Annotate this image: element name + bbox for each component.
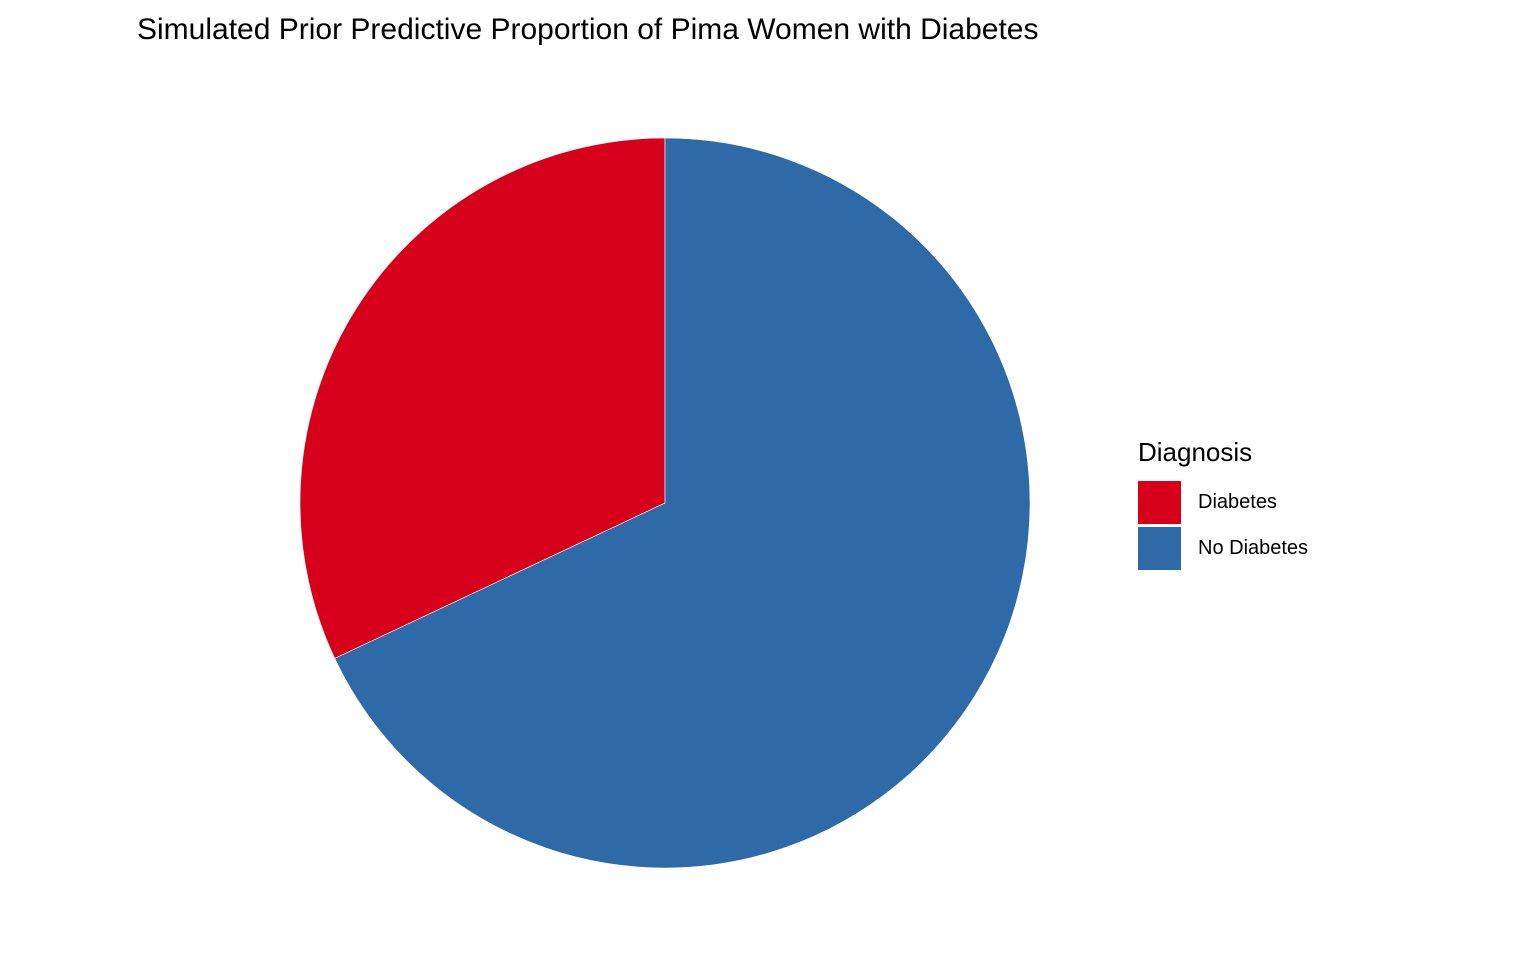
legend-label-diabetes: Diabetes bbox=[1198, 490, 1277, 513]
legend-item-no-diabetes: No Diabetes bbox=[1138, 526, 1308, 570]
legend-title: Diagnosis bbox=[1138, 437, 1253, 467]
legend-item-diabetes: Diabetes bbox=[1138, 480, 1308, 524]
pie-slice-diabetes bbox=[299, 137, 666, 659]
pie-slice-no-diabetes bbox=[334, 137, 1031, 869]
chart-title: Simulated Prior Predictive Proportion of… bbox=[137, 13, 1039, 46]
pie-slices bbox=[299, 137, 1031, 869]
legend-key-no-diabetes bbox=[1138, 526, 1181, 570]
legend: Diagnosis Diabetes No Diabetes bbox=[1138, 434, 1308, 572]
legend-key-diabetes bbox=[1138, 480, 1181, 524]
legend-label-no-diabetes: No Diabetes bbox=[1198, 536, 1309, 559]
